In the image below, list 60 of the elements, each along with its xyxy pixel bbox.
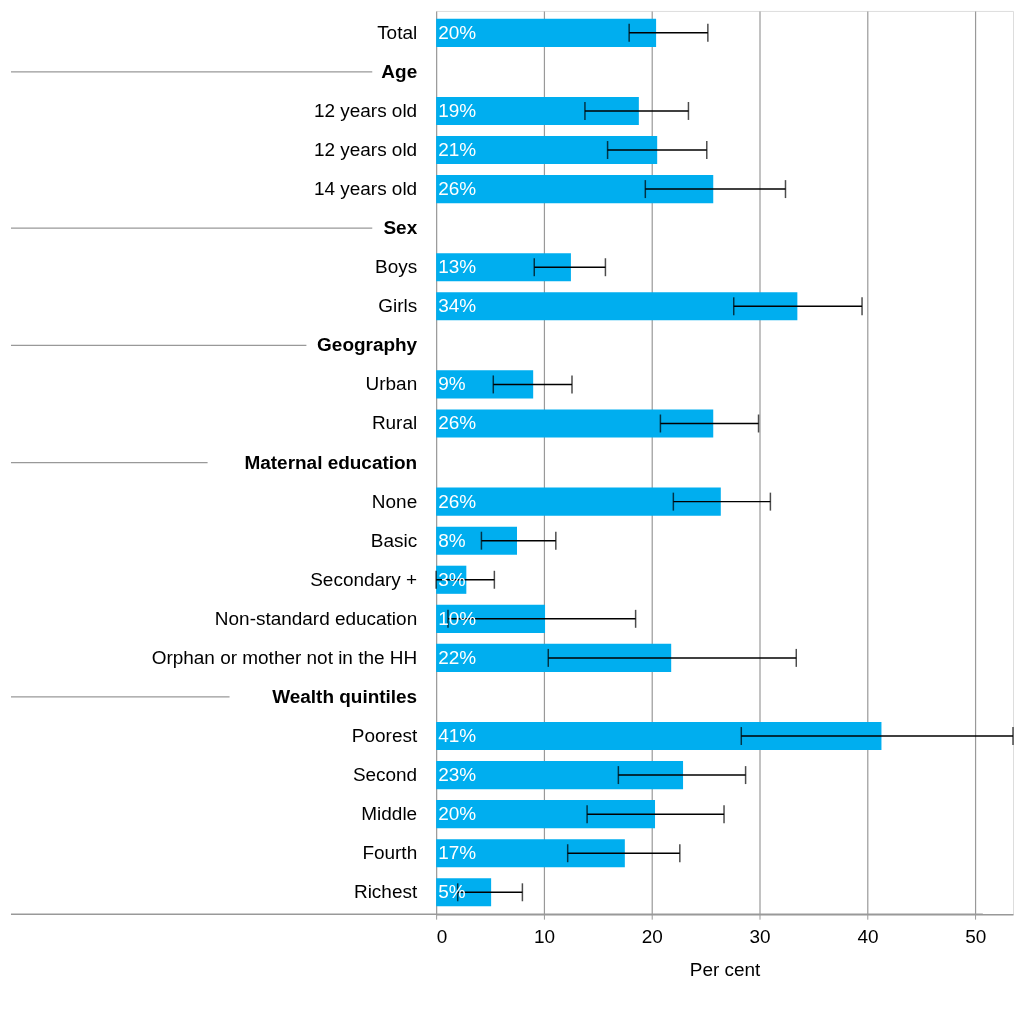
y-tick-label: Secondary + xyxy=(310,568,418,590)
data-label: 9% xyxy=(438,373,466,395)
y-tick-label: Geography xyxy=(317,334,418,356)
x-axis-title: Per cent xyxy=(689,958,762,980)
bar xyxy=(436,839,625,868)
data-label: 21% xyxy=(438,139,477,161)
y-tick-label: Basic xyxy=(370,529,418,551)
x-tick-label: 40 xyxy=(857,925,879,947)
bar xyxy=(436,721,882,751)
bar xyxy=(436,253,571,282)
bar xyxy=(436,409,714,438)
bar xyxy=(436,487,721,516)
data-label: 41% xyxy=(438,725,477,747)
y-tick-label: Richest xyxy=(353,881,418,903)
y-tick-label: Age xyxy=(381,60,418,82)
data-label: 20% xyxy=(438,21,477,43)
bar xyxy=(436,800,656,829)
bar xyxy=(436,175,714,204)
y-tick-label: Rural xyxy=(371,412,418,434)
y-tick-label: Poorest xyxy=(351,725,418,747)
y-tick-label: Wealth quintiles xyxy=(272,685,418,707)
data-label: 34% xyxy=(438,295,477,317)
y-tick-label: Boys xyxy=(375,256,418,278)
x-tick-label: 10 xyxy=(533,925,556,947)
data-label: 26% xyxy=(438,178,477,200)
data-label: 20% xyxy=(438,803,477,825)
y-tick-label: 14 years old xyxy=(313,178,418,200)
y-tick-label: Orphan or mother not in the HH xyxy=(151,646,418,668)
y-tick-label: Sex xyxy=(383,217,418,239)
bar xyxy=(436,643,672,672)
y-tick-label: Non-standard education xyxy=(214,607,418,629)
y-tick-label: Girls xyxy=(378,295,418,317)
y-tick-label: Middle xyxy=(361,803,418,825)
y-tick-label: 12 years old xyxy=(313,99,418,121)
data-label: 13% xyxy=(438,256,477,278)
data-label: 22% xyxy=(438,646,477,668)
x-tick-label: 50 xyxy=(965,925,987,947)
y-tick-label: Total xyxy=(377,21,418,43)
bar xyxy=(436,370,534,399)
bar xyxy=(436,292,798,321)
y-tick-label: Maternal education xyxy=(244,451,418,473)
data-label: 17% xyxy=(438,842,477,864)
data-label: 23% xyxy=(438,764,477,786)
data-label: 26% xyxy=(438,490,477,512)
y-tick-label: None xyxy=(371,490,418,512)
x-tick-label: 30 xyxy=(749,925,771,947)
x-tick-label: 0 xyxy=(436,925,448,947)
y-tick-label: Urban xyxy=(365,373,418,395)
y-tick-label: Fourth xyxy=(362,842,418,864)
data-label: 26% xyxy=(438,412,477,434)
bar xyxy=(436,96,639,126)
bar xyxy=(436,526,518,555)
bar xyxy=(436,761,684,790)
bar xyxy=(436,135,658,165)
y-tick-label: 12 years old xyxy=(313,139,418,161)
data-label: 19% xyxy=(438,99,477,121)
x-tick-label: 20 xyxy=(641,925,663,947)
bar xyxy=(436,18,657,47)
data-label: 8% xyxy=(438,529,466,551)
y-tick-label: Second xyxy=(352,764,418,786)
